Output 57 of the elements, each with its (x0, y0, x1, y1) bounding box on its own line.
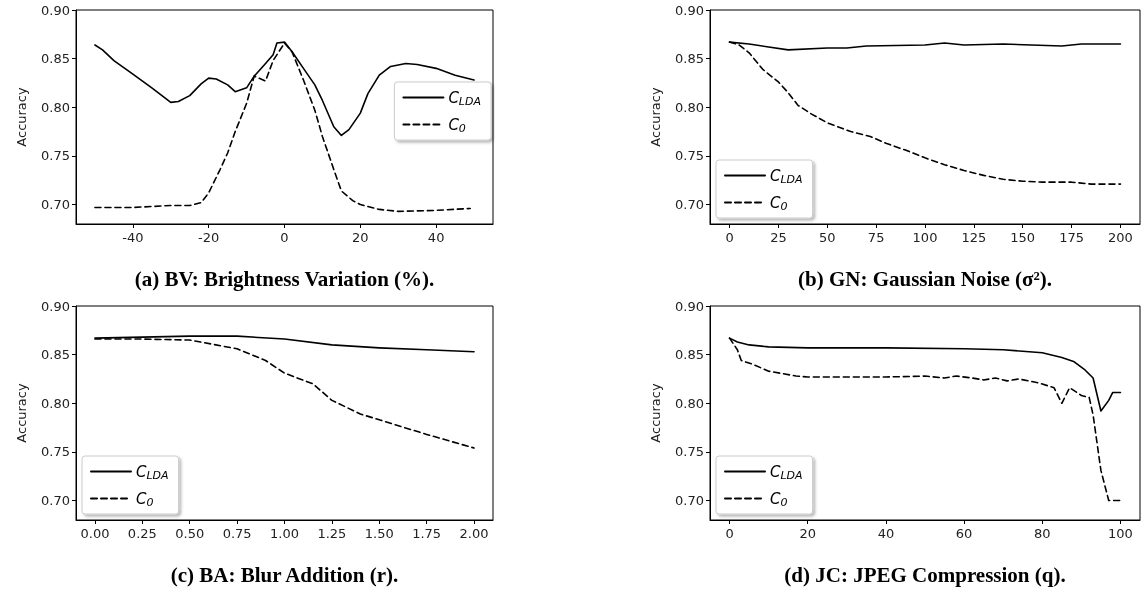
y-tick-label: 0.85 (675, 347, 704, 363)
y-tick-label: 0.75 (675, 444, 704, 460)
x-tick-label: 20 (799, 526, 816, 541)
x-tick-label: 125 (961, 230, 987, 245)
x-tick-label: -20 (198, 230, 220, 245)
y-tick-label: 0.80 (675, 99, 704, 115)
y-tick-label: 0.80 (41, 99, 70, 115)
x-tick-label: 100 (912, 230, 938, 245)
y-tick-label: 0.85 (675, 51, 704, 67)
x-tick-label: 75 (867, 230, 885, 245)
y-axis-title: Accuracy (648, 87, 663, 147)
x-tick-label: 40 (427, 230, 445, 245)
x-tick-label: 0.75 (222, 526, 252, 541)
y-axis-title: Accuracy (14, 383, 29, 443)
x-axis-title: (a) BV: Brightness Variation (%). (134, 266, 435, 291)
y-tick-label: 0.75 (41, 148, 70, 164)
y-tick-label: 0.90 (675, 298, 704, 314)
x-tick-label: -40 (122, 230, 144, 245)
x-tick-label: 1.25 (317, 526, 347, 541)
x-tick-label: 0 (725, 526, 734, 541)
y-axis-title: Accuracy (14, 87, 29, 147)
x-axis-title: (b) GN: Gaussian Noise (σ²). (798, 266, 1052, 291)
y-tick-label: 0.80 (675, 395, 704, 411)
y-tick-label: 0.90 (41, 298, 70, 314)
x-tick-label: 1.00 (270, 526, 299, 541)
y-tick-label: 0.75 (41, 444, 70, 460)
x-tick-label: 0.50 (175, 526, 205, 541)
y-tick-label: 0.85 (41, 347, 70, 363)
y-tick-label: 0.90 (675, 2, 704, 18)
x-tick-label: 175 (1059, 230, 1085, 245)
x-tick-label: 60 (955, 526, 973, 541)
x-tick-label: 1.75 (412, 526, 442, 541)
y-tick-label: 0.70 (41, 493, 70, 509)
x-tick-label: 80 (1034, 526, 1051, 541)
x-tick-label: 20 (352, 230, 369, 245)
y-tick-label: 0.85 (41, 51, 70, 67)
x-tick-label: 150 (1010, 230, 1036, 245)
y-tick-label: 0.70 (675, 493, 704, 509)
x-tick-label: 50 (819, 230, 836, 245)
x-tick-label: 0 (280, 230, 289, 245)
x-tick-label: 100 (1108, 526, 1133, 541)
x-tick-label: 0 (725, 230, 734, 245)
x-tick-label: 0.25 (127, 526, 157, 541)
x-axis-title: (c) BA: Blur Addition (r). (170, 562, 399, 587)
y-tick-label: 0.75 (675, 148, 704, 164)
y-axis-title: Accuracy (648, 383, 663, 443)
x-axis-title: (d) JC: JPEG Compression (q). (784, 562, 1066, 587)
x-tick-label: 2.00 (459, 526, 489, 541)
x-tick-label: 1.50 (364, 526, 394, 541)
y-tick-label: 0.70 (675, 197, 704, 213)
y-tick-label: 0.80 (41, 395, 70, 411)
x-tick-label: 0.00 (80, 526, 110, 541)
y-tick-label: 0.90 (41, 2, 70, 18)
x-tick-label: 200 (1108, 230, 1133, 245)
x-tick-label: 25 (770, 230, 787, 245)
y-tick-label: 0.70 (41, 197, 70, 213)
x-tick-label: 40 (877, 526, 895, 541)
